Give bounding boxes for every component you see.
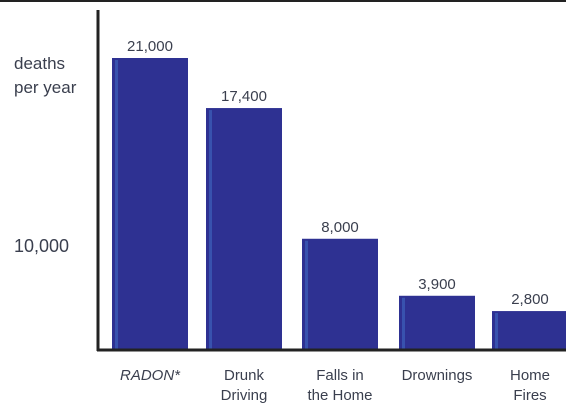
top-rule [0, 0, 566, 2]
bar [112, 58, 188, 349]
bar [492, 311, 566, 349]
y-tick-label-10000: 10,000 [14, 236, 70, 256]
data-label: 3,900 [418, 276, 456, 293]
x-tick-label: Falls in [316, 367, 364, 384]
x-tick-label: Drunk [224, 367, 265, 384]
bar [302, 238, 378, 349]
bar-highlight [402, 297, 405, 349]
y-axis-label-line-2: per year [14, 78, 77, 97]
x-tick-label: Home [510, 367, 550, 384]
y-axis-label: deaths per year [14, 52, 76, 100]
x-tick-label: Driving [221, 387, 268, 404]
bar [399, 295, 475, 349]
bar [206, 108, 282, 349]
bar-highlight [115, 60, 118, 349]
x-tick-label: Fires [513, 387, 546, 404]
data-label: 8,000 [321, 219, 359, 236]
x-tick-label: the Home [307, 387, 372, 404]
data-label: 2,800 [511, 291, 549, 308]
bar-highlight [209, 110, 212, 349]
y-axis-label-line-1: deaths [14, 54, 66, 73]
bar-highlight [305, 240, 308, 349]
data-label: 17,400 [221, 88, 267, 105]
data-label: 21,000 [127, 38, 173, 55]
x-tick-label: RADON* [120, 367, 181, 384]
bar-highlight [495, 313, 498, 349]
x-tick-label: Drownings [402, 367, 473, 384]
